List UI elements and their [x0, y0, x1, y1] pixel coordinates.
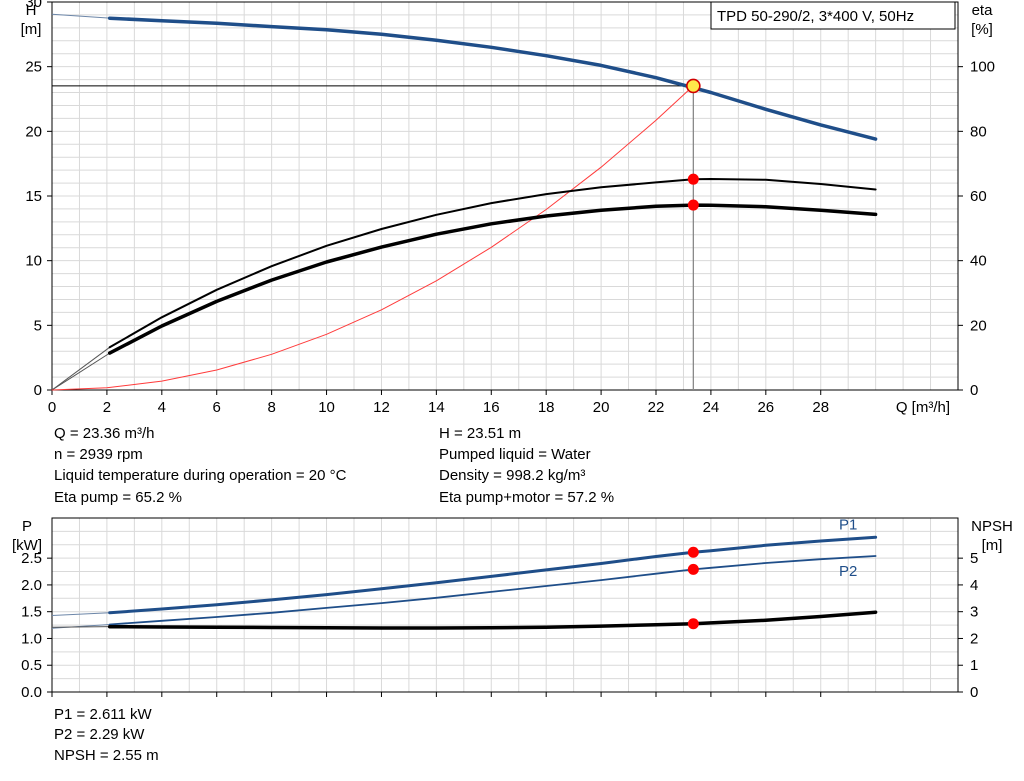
info-npsh: NPSH = 2.55 m [54, 747, 159, 764]
x-tick-label: 20 [593, 399, 610, 416]
x-tick-label: 6 [213, 399, 221, 416]
eta-axis-label-line-1: eta [972, 2, 994, 19]
head-tick-label: 15 [25, 188, 42, 205]
eta-tick-label: 0 [970, 382, 978, 399]
head-tick-label: 25 [25, 59, 42, 76]
info-head: H = 23.51 m [439, 425, 522, 442]
eta-pump-motor-extension [51, 352, 110, 391]
npsh-tick-label: 2 [970, 630, 978, 647]
info-eta-pump-motor: Eta pump+motor = 57.2 % [439, 489, 615, 506]
power-axis-label-line-1: P [22, 518, 32, 535]
bottom-plot-frame [51, 517, 959, 693]
npsh-tick-label: 3 [970, 604, 978, 621]
x-tick-label: 18 [538, 399, 555, 416]
p1-curve-line [108, 535, 878, 615]
npsh-tick-label: 5 [970, 550, 978, 567]
head-tick-label: 30 [25, 0, 42, 11]
npsh-tick-label: 1 [970, 657, 978, 674]
p1-marker [687, 546, 699, 558]
eta-tick-label: 40 [970, 253, 987, 270]
x-tick-label: 22 [648, 399, 665, 416]
head-axis-label-line-1: H [26, 2, 37, 19]
power-tick-label: 2.5 [21, 550, 42, 567]
npsh-extension [51, 626, 110, 628]
npsh-axis-label-line-1: NPSH [971, 518, 1013, 535]
p2-series-label: P2 [839, 563, 857, 580]
npsh-tick-label: 4 [970, 577, 978, 594]
eta-pump-motor-marker [687, 199, 699, 211]
duty-point-marker [686, 78, 701, 94]
chart-title-box [710, 1, 956, 30]
eta-tick-label: 20 [970, 317, 987, 334]
head-axis-label-line-2: [m] [21, 21, 42, 38]
head-tick-label: 20 [25, 123, 42, 140]
x-tick-label: 2 [103, 399, 111, 416]
npsh-tick-label: 0 [970, 684, 978, 701]
eta-pump-line [108, 178, 877, 349]
power-tick-label: 0.0 [21, 684, 42, 701]
p1-extension [51, 612, 110, 616]
x-tick-label: 10 [318, 399, 335, 416]
x-axis-label: Q [m³/h] [896, 399, 950, 416]
eta-pump-motor-line [107, 203, 878, 355]
info-p1: P1 = 2.611 kW [54, 706, 152, 723]
x-tick-label: 16 [483, 399, 500, 416]
info-liquid: Pumped liquid = Water [439, 446, 591, 463]
eta-pump-extension [51, 346, 110, 391]
x-tick-label: 24 [703, 399, 720, 416]
power-tick-label: 1.5 [21, 604, 42, 621]
system-curve-line [51, 85, 694, 391]
head-tick-label: 0 [34, 382, 42, 399]
head-tick-label: 10 [25, 253, 42, 270]
power-axis-label-line-2: [kW] [12, 537, 42, 554]
x-tick-label: 14 [428, 399, 445, 416]
x-tick-label: 8 [267, 399, 275, 416]
eta-tick-label: 100 [970, 59, 995, 76]
info-density: Density = 998.2 kg/m³ [439, 467, 586, 484]
x-tick-label: 4 [158, 399, 166, 416]
x-tick-label: 0 [48, 399, 56, 416]
eta-pump-marker [687, 173, 699, 185]
info-speed: n = 2939 rpm [54, 446, 143, 463]
x-tick-label: 12 [373, 399, 390, 416]
head-curve-line [107, 16, 878, 141]
eta-axis-label-line-2: [%] [971, 21, 993, 38]
info-flow: Q = 23.36 m³/h [54, 425, 155, 442]
p2-marker [687, 563, 699, 575]
npsh-curve-line [107, 610, 878, 630]
eta-tick-label: 80 [970, 123, 987, 140]
power-tick-label: 0.5 [21, 657, 42, 674]
info-temperature: Liquid temperature during operation = 20… [54, 467, 347, 484]
chart-title: TPD 50-290/2, 3*400 V, 50Hz [717, 8, 914, 25]
power-tick-label: 1.0 [21, 630, 42, 647]
npsh-axis-label-line-2: [m] [982, 537, 1003, 554]
p2-curve-line [108, 555, 877, 626]
head-extension [51, 13, 110, 19]
eta-tick-label: 60 [970, 188, 987, 205]
head-tick-label: 5 [34, 317, 42, 334]
info-eta-pump: Eta pump = 65.2 % [54, 489, 182, 506]
p2-extension [51, 624, 110, 629]
x-tick-label: 28 [812, 399, 829, 416]
info-p2: P2 = 2.29 kW [54, 726, 145, 743]
power-tick-label: 2.0 [21, 577, 42, 594]
npsh-marker [687, 618, 699, 630]
p1-series-label: P1 [839, 516, 857, 533]
x-tick-label: 26 [757, 399, 774, 416]
